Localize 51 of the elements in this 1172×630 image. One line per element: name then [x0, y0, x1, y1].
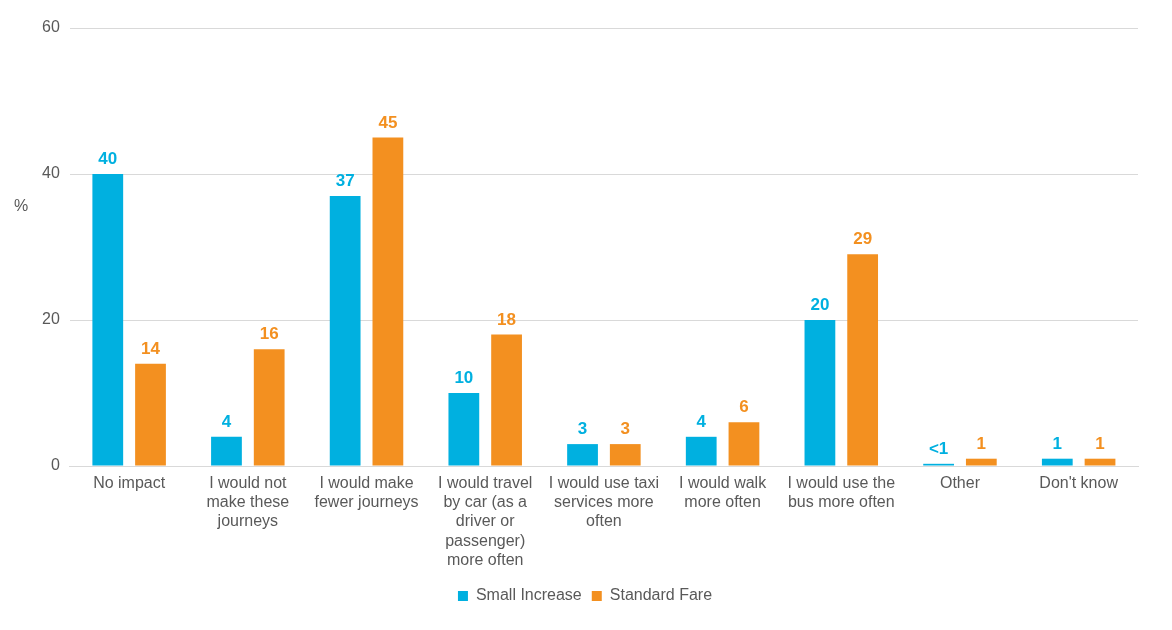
bar	[491, 334, 522, 466]
data-label: 37	[335, 171, 355, 191]
data-label: 6	[739, 397, 749, 417]
data-label: 40	[98, 149, 118, 169]
y-tick-label: 40	[42, 164, 60, 182]
bar	[728, 422, 760, 466]
x-tick-label: No impact	[93, 474, 166, 492]
data-label: 29	[853, 229, 873, 249]
data-label: 16	[259, 324, 279, 344]
data-label: 45	[378, 112, 398, 132]
data-label: 3	[620, 419, 630, 439]
data-label: <1	[928, 439, 949, 458]
bar	[92, 174, 124, 466]
legend-label: Standard Fare	[609, 586, 713, 604]
data-label: 4	[696, 411, 707, 431]
y-axis-title: %	[14, 197, 29, 215]
bar	[329, 195, 361, 466]
x-tick-label: I would use the bus more often	[787, 474, 896, 511]
bar	[372, 137, 404, 466]
bar	[685, 436, 717, 466]
x-tick-label: I would use taxi services more often	[548, 474, 660, 530]
x-tick-label: I would travel by car (as a driver or passenger) more often	[438, 474, 533, 568]
data-label: 1	[976, 433, 987, 453]
bar	[965, 458, 997, 466]
bar	[135, 363, 166, 466]
bar	[609, 444, 641, 466]
data-label: 1	[1095, 433, 1105, 453]
y-tick-label: 0	[50, 456, 60, 474]
data-label: 4	[221, 411, 232, 431]
bar	[567, 444, 598, 466]
x-tick-label: Other	[939, 474, 981, 492]
data-label: 10	[454, 368, 474, 388]
data-label: 1	[1052, 433, 1063, 453]
legend-label: Small Increase	[475, 586, 582, 604]
x-tick-label: Don't know	[1039, 474, 1119, 492]
data-label: 20	[810, 295, 830, 315]
x-tick-label: I would walk more often	[679, 474, 768, 511]
y-tick-label: 60	[42, 18, 60, 36]
bar	[804, 320, 836, 466]
data-label: 14	[141, 338, 161, 358]
bar	[847, 254, 879, 466]
x-tick-label: I would make fewer journeys	[314, 474, 419, 511]
bar	[1041, 458, 1073, 466]
data-label: 18	[497, 309, 517, 329]
y-tick-label: 20	[42, 310, 60, 328]
bar	[211, 436, 242, 466]
bar	[253, 349, 285, 466]
data-label: 3	[577, 419, 588, 439]
bar	[1084, 458, 1116, 466]
x-tick-label: I would not make these journeys	[206, 474, 290, 530]
bar	[448, 393, 480, 466]
